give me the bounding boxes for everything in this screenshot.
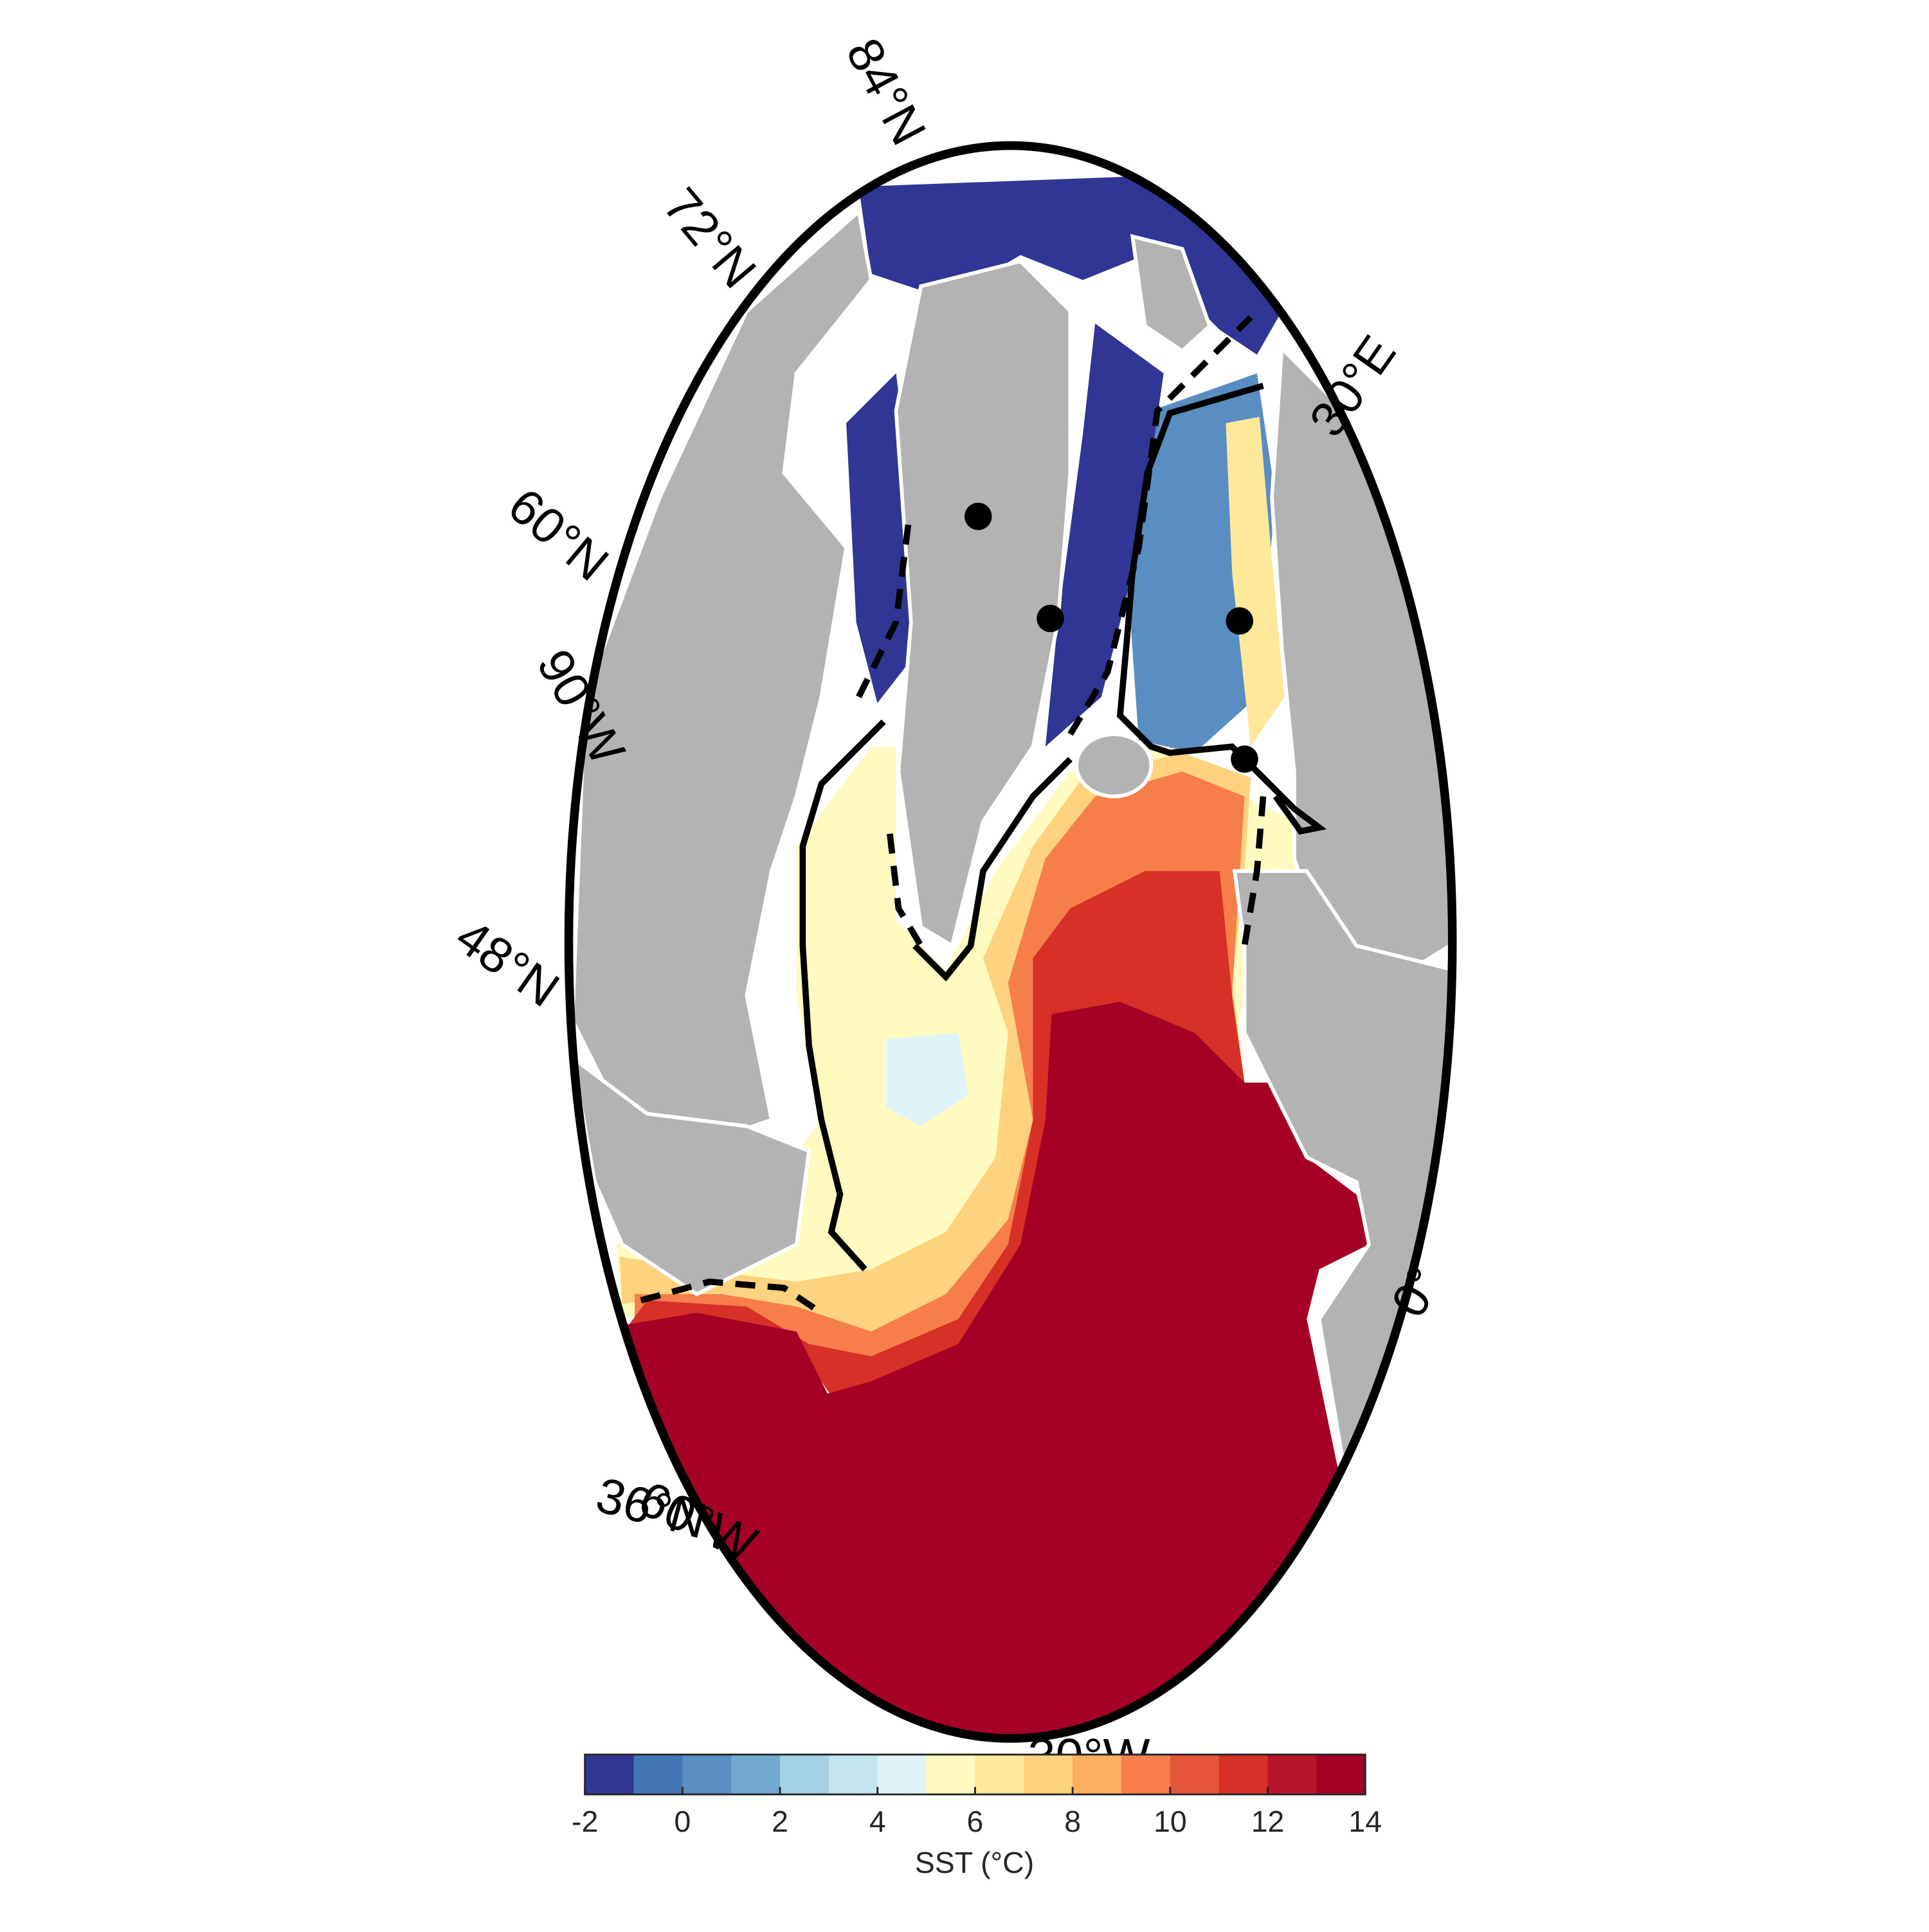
colorbar-segment [584,1755,635,1794]
colorbar-segment [828,1755,878,1794]
sst-13 [568,1002,1453,1738]
sites [964,502,1258,773]
sst-cold-north [858,174,1282,355]
colorbar-segment [1218,1755,1269,1794]
colorbar-segment [877,1755,927,1794]
colorbar-segment [1121,1755,1171,1794]
sst-12 [628,871,1307,1400]
colorbar-segment [780,1755,829,1794]
colorbar-tick-label: 6 [967,1805,984,1838]
colorbar: -2 0 2 4 6 8 10 12 14 [572,1753,1382,1838]
lat-label: 72°N [653,177,766,298]
colorbar-tick-label: 8 [1064,1805,1081,1838]
lat-label: 48°N [446,908,569,1018]
sst-east-greenland [1045,323,1164,747]
colorbar-segment [975,1755,1025,1794]
colorbar-segment [1170,1755,1220,1794]
colorbar-segment [1267,1755,1318,1794]
sst-4 [886,1033,968,1126]
colorbar-tick-label: 10 [1154,1805,1187,1838]
site-marker [1226,607,1254,635]
colorbar-tick-label: 14 [1348,1805,1382,1838]
colorbar-tick-label: 0 [674,1805,691,1838]
lat-label: 84°N [835,30,936,154]
colorbar-tick-label: -2 [572,1805,598,1838]
map-frame [564,141,1457,1743]
site-marker [964,502,992,530]
colorbar-tick-label: 12 [1251,1805,1285,1838]
site-marker [1231,745,1258,773]
colorbar-segment [633,1755,684,1794]
colorbar-segment [1024,1755,1074,1794]
colorbar-segment [731,1755,781,1794]
colorbar-tick-label: 2 [772,1805,788,1838]
site-marker [1037,604,1064,633]
sst-norway-current [1226,417,1285,747]
contours [640,315,1327,1315]
colorbar-segment [682,1755,732,1794]
colorbar-label: SST (°C) [915,1846,1034,1879]
colorbar-tick-label: 4 [869,1805,886,1838]
colorbar-segment [926,1755,976,1794]
colorbar-segment [1073,1755,1122,1794]
lat-label: 60°N [498,478,619,591]
colorbar-segment [1316,1755,1366,1794]
